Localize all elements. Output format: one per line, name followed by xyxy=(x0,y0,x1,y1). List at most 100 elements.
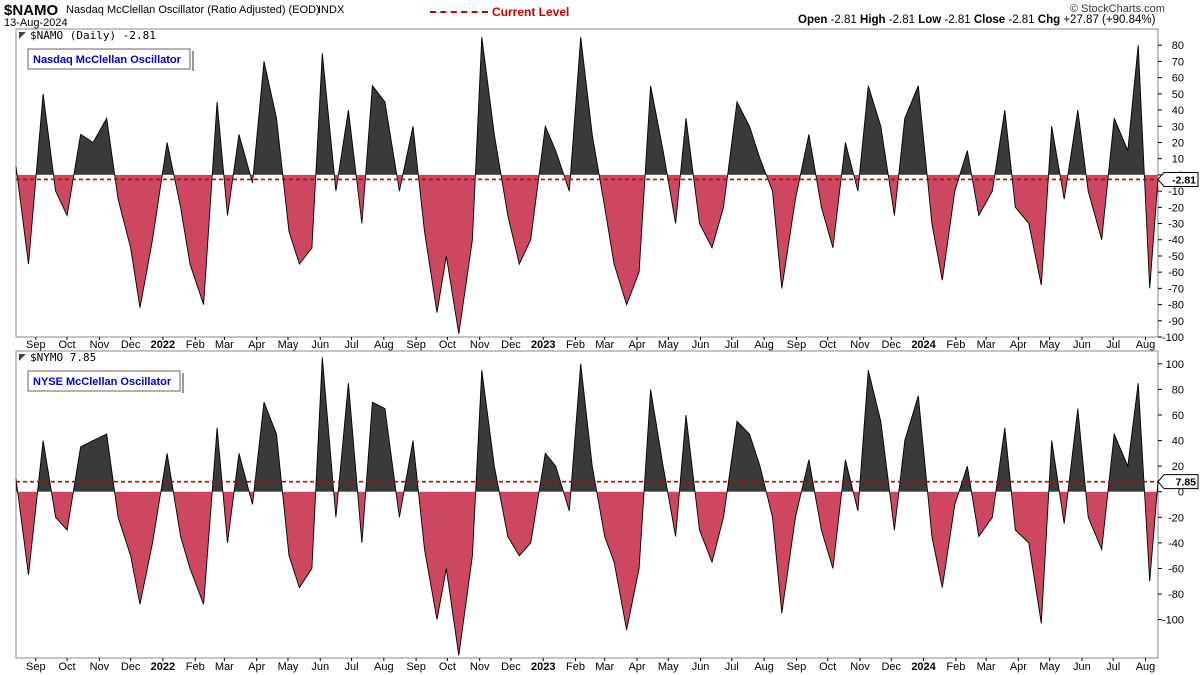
ohlc-open-label: Open xyxy=(798,14,828,26)
x-tick-label: Feb xyxy=(566,661,585,673)
oscillator-line xyxy=(15,357,1159,656)
x-tick-label: Oct xyxy=(819,661,836,673)
x-tick-label: Aug xyxy=(1136,339,1156,351)
x-tick-label: Apr xyxy=(628,339,645,351)
y-tick-label: -10 xyxy=(1168,186,1184,198)
x-tick-label: Jul xyxy=(725,661,739,673)
x-tick-label: Dec xyxy=(121,661,141,673)
x-tick-label: 2023 xyxy=(531,339,555,351)
y-tick-label: 70 xyxy=(1172,56,1184,68)
x-tick-label: Jun xyxy=(311,661,329,673)
x-tick-label: May xyxy=(1039,661,1060,673)
x-tick-label: Feb xyxy=(186,661,205,673)
y-tick-label: -20 xyxy=(1168,202,1184,214)
x-tick-label: Jul xyxy=(344,661,358,673)
x-tick-label: Aug xyxy=(374,339,394,351)
ohlc-open-value: -2.81 xyxy=(830,14,857,26)
panel-corner-icon xyxy=(19,354,26,361)
y-tick-label: 30 xyxy=(1172,121,1184,133)
chart-date: 13-Aug-2024 xyxy=(4,17,68,29)
y-tick-label: 60 xyxy=(1172,410,1184,422)
x-tick-label: Jul xyxy=(725,339,739,351)
y-tick-label: 10 xyxy=(1172,154,1184,166)
ohlc-close-label: Close xyxy=(973,14,1006,26)
ohlc-high-label: High xyxy=(860,14,886,26)
current-level-legend-label: Current Level xyxy=(492,5,570,19)
y-tick-label: -60 xyxy=(1168,563,1184,575)
y-tick-label: 80 xyxy=(1172,40,1184,52)
legend-box: Nasdaq McClellan Oscillator xyxy=(27,48,194,71)
legend-box-label: Nasdaq McClellan Oscillator xyxy=(33,54,182,66)
positive-area xyxy=(16,357,1158,492)
ohlc-low-label: Low xyxy=(918,14,942,26)
x-tick-label: 2024 xyxy=(911,661,936,673)
x-tick-label: May xyxy=(658,339,679,351)
oscillator-panel-2: 100 80 60 40 20 0 -20 -40 -60 -80 -100 7.85 $NYMO 7.… xyxy=(15,350,1199,673)
x-tick-label: Nov xyxy=(850,661,870,673)
panel-title: $NYMO 7.85 xyxy=(30,351,96,364)
x-tick-label: Jun xyxy=(692,661,710,673)
exchange-label: INDX xyxy=(318,4,345,16)
x-tick-label: Sep xyxy=(26,661,46,673)
y-tick-label: 50 xyxy=(1172,89,1184,101)
brand-watermark: © StockCharts.com xyxy=(1070,3,1165,15)
y-tick-label: -30 xyxy=(1168,219,1184,231)
y-tick-label: -80 xyxy=(1168,589,1184,601)
x-tick-label: Jul xyxy=(1106,661,1120,673)
ohlc-chg-value: +27.87 (+90.84%) xyxy=(1063,14,1156,26)
x-tick-label: Oct xyxy=(58,339,75,351)
negative-area xyxy=(16,174,1158,334)
y-tick-label: -80 xyxy=(1168,300,1184,312)
x-tick-label: Jul xyxy=(344,339,358,351)
x-tick-label: 2022 xyxy=(151,339,175,351)
x-tick-label: Feb xyxy=(566,339,585,351)
current-level-tag: 7.85 xyxy=(1157,474,1199,490)
x-tick-label: Dec xyxy=(501,339,521,351)
y-tick-label: 80 xyxy=(1172,384,1184,396)
x-tick-label: Aug xyxy=(1136,661,1156,673)
current-level-tag-text: 7.85 xyxy=(1176,477,1197,489)
x-tick-label: Feb xyxy=(186,339,205,351)
chart-description: Nasdaq McClellan Oscillator (Ratio Adjus… xyxy=(66,4,320,16)
x-tick-label: Apr xyxy=(248,339,265,351)
y-tick-label: -90 xyxy=(1168,316,1184,328)
x-tick-label: Apr xyxy=(1010,339,1027,351)
y-tick-label: 100 xyxy=(1166,359,1184,371)
y-tick-label: 40 xyxy=(1172,436,1184,448)
x-tick-label: Jun xyxy=(1073,339,1091,351)
ohlc-high-value: -2.81 xyxy=(888,14,915,26)
x-tick-label: Dec xyxy=(501,661,521,673)
x-tick-label: Mar xyxy=(215,661,234,673)
y-tick-label: -100 xyxy=(1162,615,1184,627)
x-tick-label: Mar xyxy=(595,661,614,673)
x-tick-label: Mar xyxy=(977,661,996,673)
symbol: $NAMO xyxy=(4,2,59,19)
x-tick-label: 2022 xyxy=(151,661,175,673)
x-tick-label: Mar xyxy=(215,339,234,351)
legend-box-frame xyxy=(27,370,181,392)
x-tick-label: Feb xyxy=(946,661,965,673)
x-tick-label: Nov xyxy=(850,339,870,351)
legend-box-shadow xyxy=(182,373,184,393)
x-tick-label: Dec xyxy=(881,661,901,673)
y-tick-label: 40 xyxy=(1172,105,1184,117)
x-tick-label: Nov xyxy=(470,339,490,351)
y-tick-label: -50 xyxy=(1168,251,1184,263)
oscillator-panel-1: 80706050403020100-10-20-30-40-50-60-70-8… xyxy=(15,28,1199,351)
x-tick-label: Oct xyxy=(439,661,456,673)
x-tick-label: Jul xyxy=(1106,339,1120,351)
current-level-tag: -2.81 xyxy=(1157,171,1199,187)
ohlc-readout: Open -2.81 High -2.81 Low -2.81 Close -2… xyxy=(798,14,1155,26)
panel-corner-icon xyxy=(19,32,26,39)
ohlc-low-value: -2.81 xyxy=(944,14,971,26)
x-tick-label: Oct xyxy=(819,339,836,351)
x-tick-label: May xyxy=(1039,339,1060,351)
y-tick-label: 20 xyxy=(1172,461,1184,473)
x-tick-label: Sep xyxy=(406,339,426,351)
x-tick-label: Mar xyxy=(595,339,614,351)
x-tick-label: Sep xyxy=(787,661,807,673)
x-tick-label: Mar xyxy=(977,339,996,351)
x-tick-label: Nov xyxy=(90,661,110,673)
x-tick-label: Apr xyxy=(248,661,265,673)
